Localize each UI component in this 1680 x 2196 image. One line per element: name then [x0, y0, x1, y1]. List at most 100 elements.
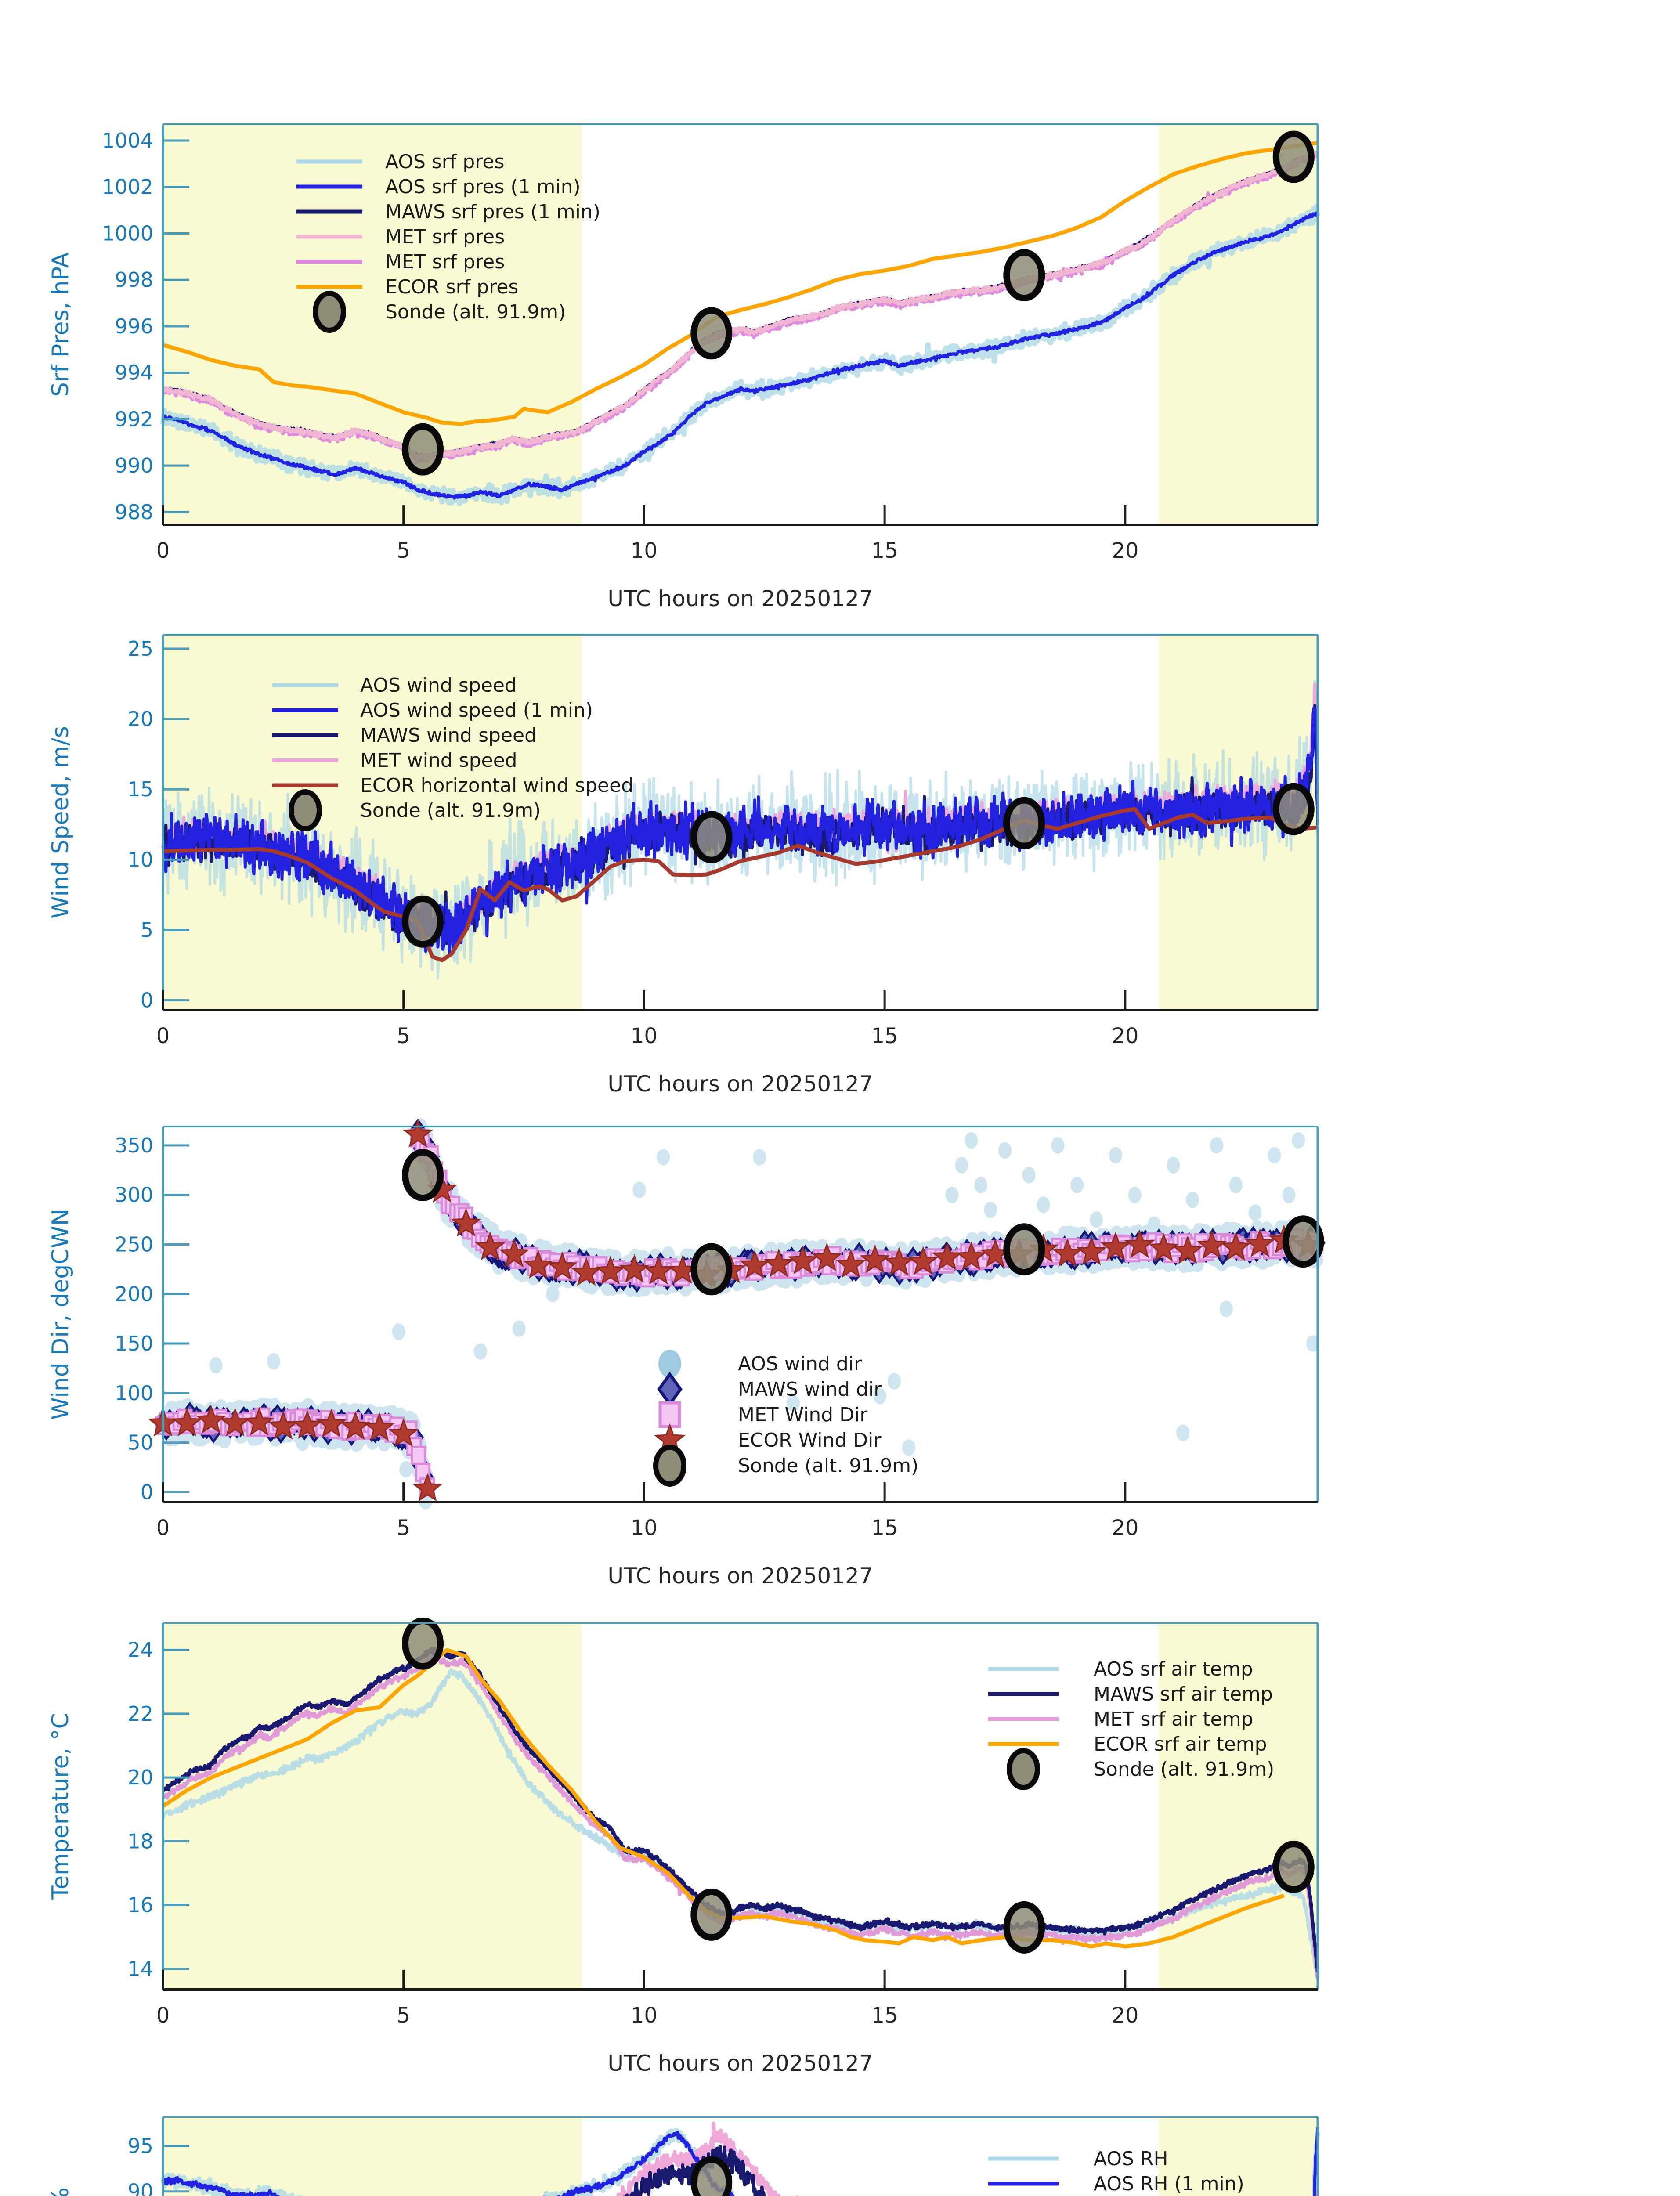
- legend-label: MAWS srf air temp: [1094, 1683, 1273, 1705]
- legend-label: MET srf pres: [385, 251, 505, 273]
- y-tick-label: 1002: [102, 175, 153, 199]
- x-tick-label: 20: [1112, 1024, 1138, 1048]
- legend-label: Sonde (alt. 91.9m): [385, 301, 566, 323]
- legend-label: Sonde (alt. 91.9m): [1094, 1758, 1274, 1781]
- legend-sonde-marker: [313, 291, 346, 333]
- shaded-band: [1159, 1623, 1318, 1990]
- legend-label: MAWS wind dir: [738, 1378, 882, 1401]
- sonde-marker: [1272, 130, 1315, 183]
- legend-label: ECOR srf pres: [385, 276, 518, 298]
- y-tick-label: 0: [141, 989, 153, 1012]
- shaded-band: [1159, 124, 1318, 525]
- sonde-marker: [690, 307, 733, 360]
- panel-wind-speed: 0 5 10 15 20 25 0 5 10 15 20 UTC hours on 20250127 W…: [47, 634, 1319, 1097]
- legend-label: MET srf pres: [385, 226, 505, 248]
- series-ecor-horizontal-wind-speed: [163, 807, 1318, 962]
- x-axis-label: UTC hours on 20250127: [607, 2051, 873, 2076]
- panel-relative-humidity: 606570758085909505101520UTC hours on 202…: [47, 2116, 1320, 2196]
- sonde-marker: [690, 811, 733, 863]
- x-tick-label: 5: [397, 2003, 410, 2028]
- y-tick-label: 1000: [102, 221, 153, 245]
- y-tick-label: 10: [127, 848, 153, 871]
- y-tick-label: 998: [115, 268, 153, 292]
- x-tick-label: 15: [871, 538, 898, 563]
- series-ecor-srf-pres: [162, 141, 1318, 426]
- legend-label: MAWS wind speed: [360, 724, 537, 747]
- legend: AOS wind dir MAWS wind dir MET Wind Dir ECO…: [653, 1350, 918, 1487]
- x-tick-label: 10: [631, 2003, 658, 2028]
- series-aos-srf-pres-1-min-: [162, 211, 1319, 500]
- x-axis-label: UTC hours on 20250127: [607, 1071, 873, 1097]
- series-met-rh: [616, 2121, 1319, 2196]
- sonde-marker: [1003, 1901, 1045, 1954]
- legend-sonde-marker: [653, 1445, 686, 1487]
- x-axis-label: UTC hours on 20250127: [607, 586, 873, 611]
- x-tick-label: 10: [631, 1516, 658, 1540]
- y-tick-label: 300: [115, 1183, 153, 1207]
- legend-label: AOS RH: [1094, 2148, 1168, 2170]
- x-tick-label: 0: [156, 2003, 170, 2028]
- sonde-marker: [402, 423, 444, 476]
- legend-label: MET Wind Dir: [738, 1404, 868, 1426]
- series-met-srf-pres: [162, 151, 1319, 462]
- legend: AOS srf pres AOS srf pres (1 min) MAWS srf…: [296, 151, 600, 333]
- sonde-marker: [690, 2156, 733, 2196]
- y-tick-label: 14: [127, 1957, 153, 1981]
- y-tick-label: 992: [115, 407, 153, 431]
- legend-label: MAWS srf pres (1 min): [385, 201, 600, 223]
- sonde-marker: [1272, 1840, 1315, 1893]
- legend: AOS srf air temp MAWS srf air temp MET srf…: [988, 1658, 1274, 1790]
- sonde-marker: [402, 895, 444, 948]
- shaded-band: [163, 124, 582, 525]
- x-tick-label: 20: [1112, 1516, 1138, 1540]
- legend-label: ECOR Wind Dir: [738, 1429, 882, 1452]
- x-tick-label: 10: [631, 538, 658, 563]
- legend-square-marker: [658, 1401, 681, 1428]
- legend-label: Sonde (alt. 91.9m): [738, 1455, 918, 1477]
- y-tick-label: 996: [115, 314, 153, 338]
- x-tick-label: 5: [397, 1024, 410, 1048]
- sonde-marker: [402, 1617, 444, 1670]
- series-maws-srf-air-temp: [162, 1647, 1319, 1972]
- y-tick-label: 90: [127, 2180, 153, 2196]
- y-tick-label: 200: [115, 1282, 153, 1306]
- panel-srf-pres: 988 990 992 994 996 998 1000 1002 1004 0 5 10 15 20 UT…: [47, 123, 1321, 611]
- sonde-marker: [1282, 1215, 1324, 1268]
- y-axis-label: Wind Dir, degCWN: [47, 1209, 74, 1420]
- legend-sonde-marker: [289, 789, 322, 831]
- y-tick-label: 990: [115, 454, 153, 477]
- y-tick-label: 20: [127, 707, 153, 731]
- sonde-marker: [1003, 249, 1045, 302]
- y-tick-label: 350: [115, 1134, 153, 1157]
- legend-label: MET wind speed: [360, 749, 517, 772]
- sonde-marker: [1272, 783, 1315, 835]
- y-tick-label: 25: [127, 637, 153, 661]
- sonde-marker: [690, 1243, 733, 1296]
- y-tick-label: 150: [115, 1332, 153, 1355]
- y-tick-label: 22: [127, 1702, 153, 1726]
- shaded-band: [1159, 2117, 1318, 2196]
- y-axis-label: Wind Speed, m/s: [47, 726, 74, 919]
- y-axis-label: Temperature, °C: [47, 1713, 74, 1900]
- y-tick-label: 15: [127, 777, 153, 801]
- legend-dot-marker: [658, 1350, 681, 1378]
- legend-label: MET srf air temp: [1094, 1708, 1254, 1730]
- y-tick-label: 16: [127, 1893, 153, 1917]
- y-tick-label: 100: [115, 1381, 153, 1405]
- series-aos-wind-speed-1-min-: [162, 706, 1319, 957]
- x-tick-label: 5: [397, 538, 410, 563]
- x-tick-label: 15: [871, 1024, 898, 1048]
- legend-label: AOS wind speed: [360, 674, 517, 697]
- x-tick-label: 15: [871, 1516, 898, 1540]
- y-axis-label: Srf Pres, hPA: [47, 252, 74, 397]
- y-tick-label: 0: [141, 1480, 153, 1504]
- legend-label: ECOR srf air temp: [1094, 1733, 1267, 1755]
- y-tick-label: 1004: [102, 129, 153, 152]
- x-tick-label: 5: [397, 1516, 410, 1540]
- legend-label: AOS RH (1 min): [1094, 2173, 1244, 2195]
- x-tick-label: 10: [631, 1024, 658, 1048]
- panel-wind-dir: 0 50 100 150 200 250 300 350 0 5 10 15 20 UTC hours o…: [47, 1118, 1326, 1589]
